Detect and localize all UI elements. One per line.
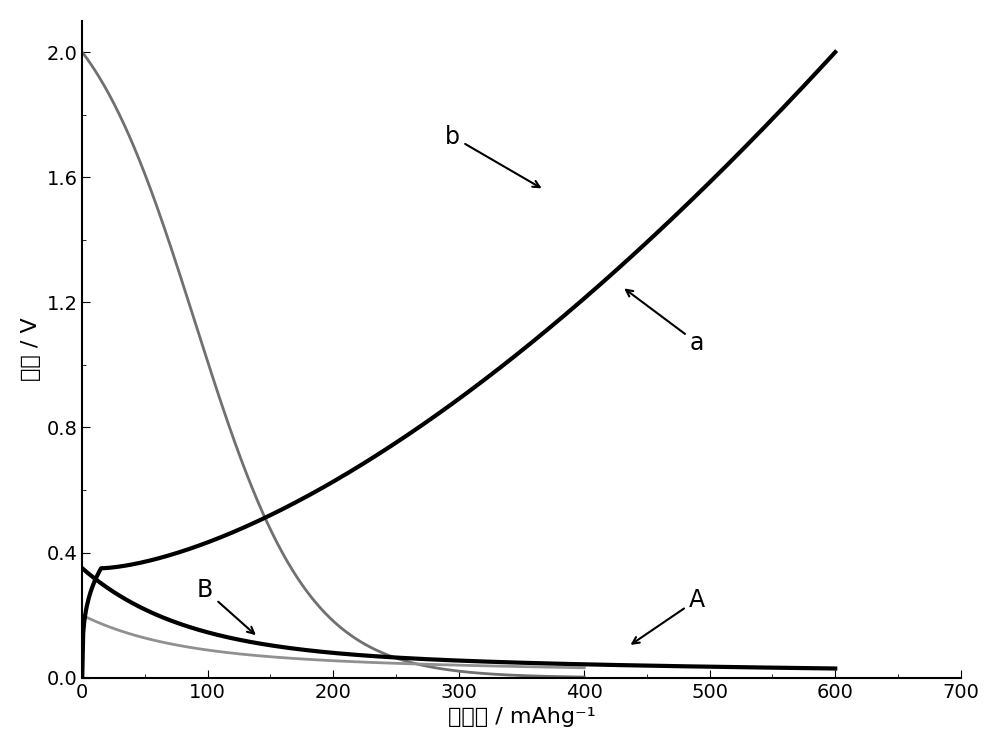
Text: A: A [632, 587, 705, 643]
Y-axis label: 电压 / V: 电压 / V [21, 317, 41, 381]
X-axis label: 比容量 / mAhg⁻¹: 比容量 / mAhg⁻¹ [448, 707, 595, 727]
Text: B: B [197, 578, 254, 634]
Text: b: b [445, 125, 540, 187]
Text: a: a [626, 289, 704, 355]
